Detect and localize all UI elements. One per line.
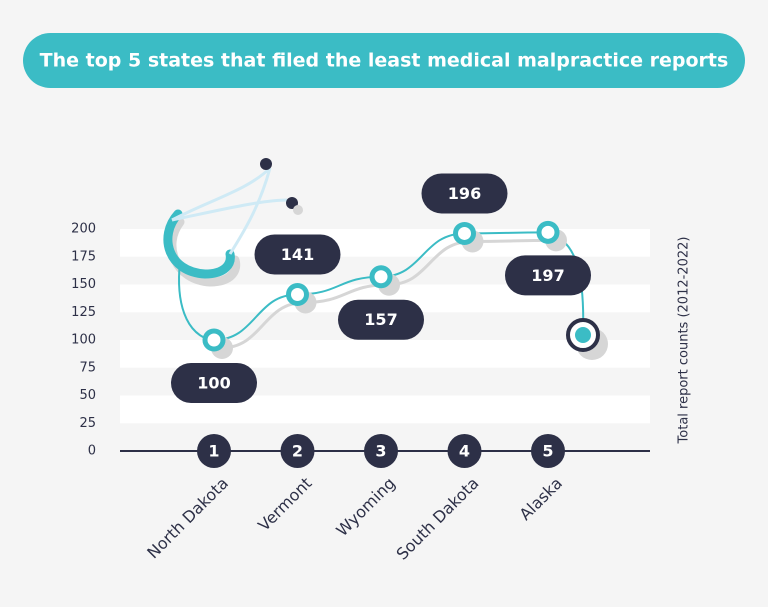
rank-label: 3 bbox=[375, 442, 386, 461]
value-label: 141 bbox=[281, 245, 314, 264]
rank-label: 2 bbox=[292, 442, 303, 461]
rank-badge bbox=[364, 434, 398, 468]
end-knob-core bbox=[575, 327, 591, 343]
y-tick-label: 100 bbox=[71, 333, 96, 348]
value-pill bbox=[505, 255, 591, 296]
x-tick-label: Vermont bbox=[254, 474, 315, 535]
rank-badge bbox=[447, 434, 482, 468]
marker bbox=[286, 282, 309, 306]
rank-badge bbox=[197, 434, 231, 468]
x-tick-label: Wyoming bbox=[332, 474, 399, 541]
value-label: 197 bbox=[531, 266, 564, 285]
x-tick-label: South Dakota bbox=[393, 474, 483, 564]
rank-badge bbox=[280, 434, 315, 468]
value-label: 196 bbox=[448, 184, 481, 203]
y-tick-label: 25 bbox=[79, 416, 96, 431]
stethoscope-decoration bbox=[163, 158, 303, 342]
chart-title: The top 5 states that filed the least me… bbox=[40, 50, 729, 72]
value-label: 100 bbox=[197, 374, 230, 393]
y-tick-label: 150 bbox=[71, 277, 96, 292]
x-tick-label: Alaska bbox=[516, 474, 566, 524]
marker bbox=[202, 328, 226, 352]
value-label: 157 bbox=[364, 310, 397, 329]
y-tick-label: 175 bbox=[71, 249, 96, 264]
y-tick-label: 75 bbox=[79, 360, 96, 375]
rank-badge bbox=[531, 434, 565, 468]
title-banner bbox=[23, 33, 745, 88]
y-axis-label: Total report counts (2012-2022) bbox=[677, 237, 692, 445]
y-tick-label: 50 bbox=[79, 388, 96, 403]
marker bbox=[369, 265, 393, 289]
y-tick-label: 125 bbox=[71, 305, 96, 320]
x-tick-label: North Dakota bbox=[143, 474, 232, 563]
value-pill bbox=[421, 173, 508, 214]
marker bbox=[536, 220, 560, 244]
value-pill bbox=[338, 299, 424, 340]
value-pill bbox=[254, 234, 341, 275]
y-tick-label: 0 bbox=[88, 444, 96, 459]
marker bbox=[453, 221, 476, 245]
y-tick-label: 200 bbox=[71, 222, 96, 237]
rank-label: 5 bbox=[542, 442, 553, 461]
grid-band bbox=[120, 229, 650, 257]
value-pill bbox=[171, 363, 257, 403]
rank-label: 4 bbox=[459, 442, 470, 461]
rank-label: 1 bbox=[208, 442, 219, 461]
